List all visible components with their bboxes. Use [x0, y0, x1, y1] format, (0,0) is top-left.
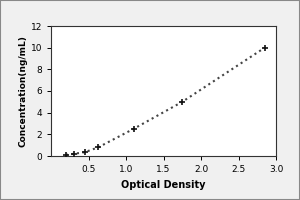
Y-axis label: Concentration(ng/mL): Concentration(ng/mL)	[19, 35, 28, 147]
X-axis label: Optical Density: Optical Density	[121, 180, 206, 190]
